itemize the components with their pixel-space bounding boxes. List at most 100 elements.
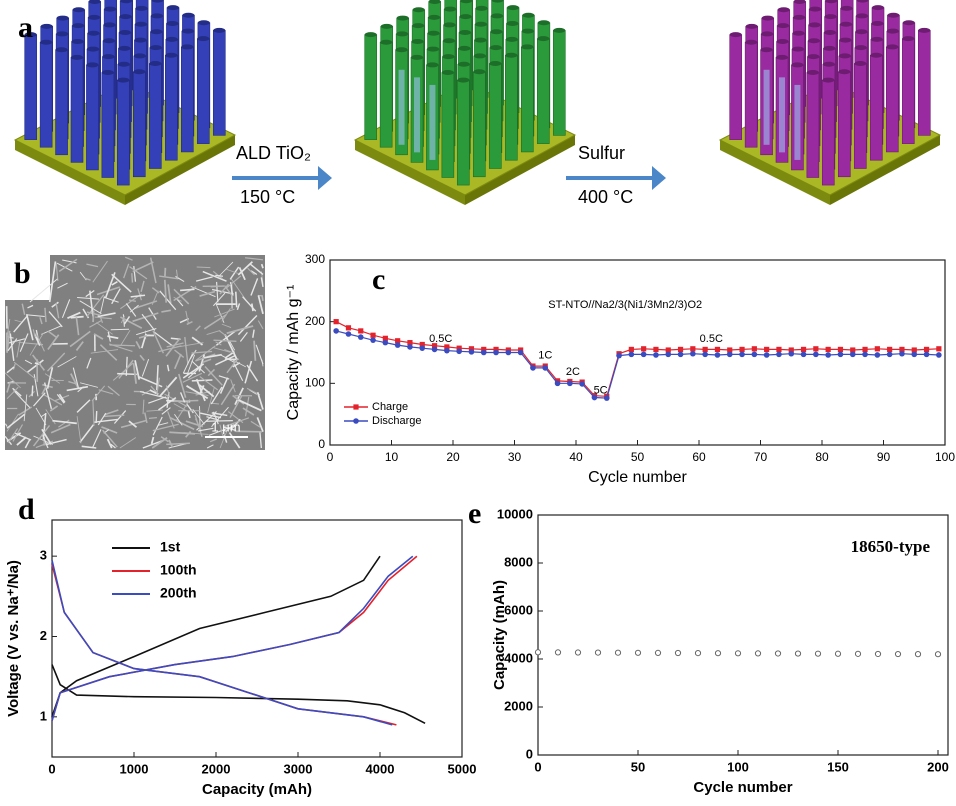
pillar-top bbox=[745, 40, 757, 45]
pillar-top bbox=[537, 36, 549, 41]
pillar bbox=[521, 47, 533, 152]
pillar-top bbox=[792, 47, 804, 52]
pillar-top bbox=[553, 28, 565, 33]
point bbox=[875, 651, 880, 656]
x-tick-label: 5000 bbox=[448, 761, 477, 776]
pillar-top bbox=[443, 38, 455, 43]
nanowire bbox=[111, 329, 129, 330]
pillar-top bbox=[134, 38, 146, 43]
rate-label: 0.5C bbox=[429, 333, 452, 345]
annotation: 18650-type bbox=[851, 537, 931, 556]
arrow-label: 150 °C bbox=[240, 187, 295, 207]
pillar bbox=[473, 72, 485, 177]
point bbox=[895, 651, 900, 656]
rate-label: 5C bbox=[594, 385, 608, 397]
panel-label: a bbox=[18, 11, 33, 44]
marker bbox=[875, 352, 881, 358]
point bbox=[595, 650, 600, 655]
marker bbox=[383, 340, 389, 346]
marker bbox=[752, 352, 758, 358]
y-tick-label: 2000 bbox=[504, 698, 533, 713]
pillar-top bbox=[793, 31, 805, 36]
marker bbox=[936, 352, 942, 358]
pillar-top bbox=[151, 13, 163, 18]
pillar-top bbox=[412, 23, 424, 28]
nanowire bbox=[262, 295, 263, 301]
nanowire bbox=[110, 345, 135, 346]
pillar-top bbox=[791, 62, 803, 67]
pillar-top bbox=[442, 70, 454, 75]
pillar-top bbox=[396, 31, 408, 36]
point bbox=[675, 650, 680, 655]
pillar-top bbox=[135, 22, 147, 27]
y-tick-label: 0 bbox=[526, 746, 533, 761]
marker bbox=[395, 342, 401, 348]
pillar-top bbox=[458, 62, 470, 67]
marker bbox=[838, 347, 843, 352]
pillar-top bbox=[40, 40, 52, 45]
pillar-top bbox=[427, 47, 439, 52]
marker bbox=[715, 347, 720, 352]
x-tick-label: 90 bbox=[877, 450, 891, 464]
x-tick-label: 150 bbox=[827, 759, 849, 774]
marker bbox=[911, 352, 917, 358]
x-tick-label: 70 bbox=[754, 450, 768, 464]
x-tick-label: 2000 bbox=[202, 761, 231, 776]
pillar-top bbox=[197, 36, 209, 41]
point bbox=[635, 650, 640, 655]
pillar bbox=[838, 72, 850, 177]
pillar-top bbox=[57, 16, 69, 21]
marker bbox=[862, 347, 867, 352]
pillar-top bbox=[887, 29, 899, 34]
pillar-top bbox=[505, 53, 517, 58]
pillar-top bbox=[182, 29, 194, 34]
x-tick-label: 80 bbox=[815, 450, 829, 464]
nanowire bbox=[197, 267, 211, 268]
marker bbox=[801, 352, 807, 358]
pillar-top bbox=[56, 31, 68, 36]
marker bbox=[678, 352, 684, 358]
pillar-top bbox=[475, 22, 487, 27]
nanowire bbox=[149, 418, 157, 419]
point bbox=[795, 651, 800, 656]
marker bbox=[653, 347, 658, 352]
pillar-top bbox=[490, 45, 502, 50]
pillar bbox=[822, 80, 834, 185]
pillar bbox=[537, 39, 549, 144]
sem-image: 1 μm bbox=[5, 255, 265, 450]
marker bbox=[825, 352, 831, 358]
pillar bbox=[553, 30, 565, 135]
pillar-top bbox=[118, 62, 130, 67]
rate-label: 2C bbox=[566, 366, 580, 378]
marker bbox=[555, 381, 561, 387]
pillar-core bbox=[399, 70, 405, 145]
marker bbox=[801, 347, 806, 352]
pillar-top bbox=[507, 5, 519, 10]
nanowire bbox=[174, 400, 199, 401]
pillar-top bbox=[506, 21, 518, 26]
marker bbox=[353, 404, 358, 409]
x-tick-label: 4000 bbox=[366, 761, 395, 776]
point bbox=[695, 650, 700, 655]
marker bbox=[924, 352, 930, 358]
pillar-top bbox=[730, 32, 742, 37]
pillar-top bbox=[856, 13, 868, 18]
pillar-top bbox=[825, 14, 837, 19]
point bbox=[835, 651, 840, 656]
marker bbox=[334, 319, 339, 324]
pillar-top bbox=[793, 15, 805, 20]
marker bbox=[358, 334, 364, 340]
pillar bbox=[745, 42, 757, 147]
point bbox=[655, 650, 660, 655]
pillar-top bbox=[104, 7, 116, 12]
pillar-top bbox=[365, 32, 377, 37]
pillar-top bbox=[88, 31, 100, 36]
plot-frame bbox=[52, 520, 462, 757]
pillar-top bbox=[762, 16, 774, 21]
pillar-top bbox=[474, 53, 486, 58]
pillar-top bbox=[491, 13, 503, 18]
pillar bbox=[886, 47, 898, 152]
